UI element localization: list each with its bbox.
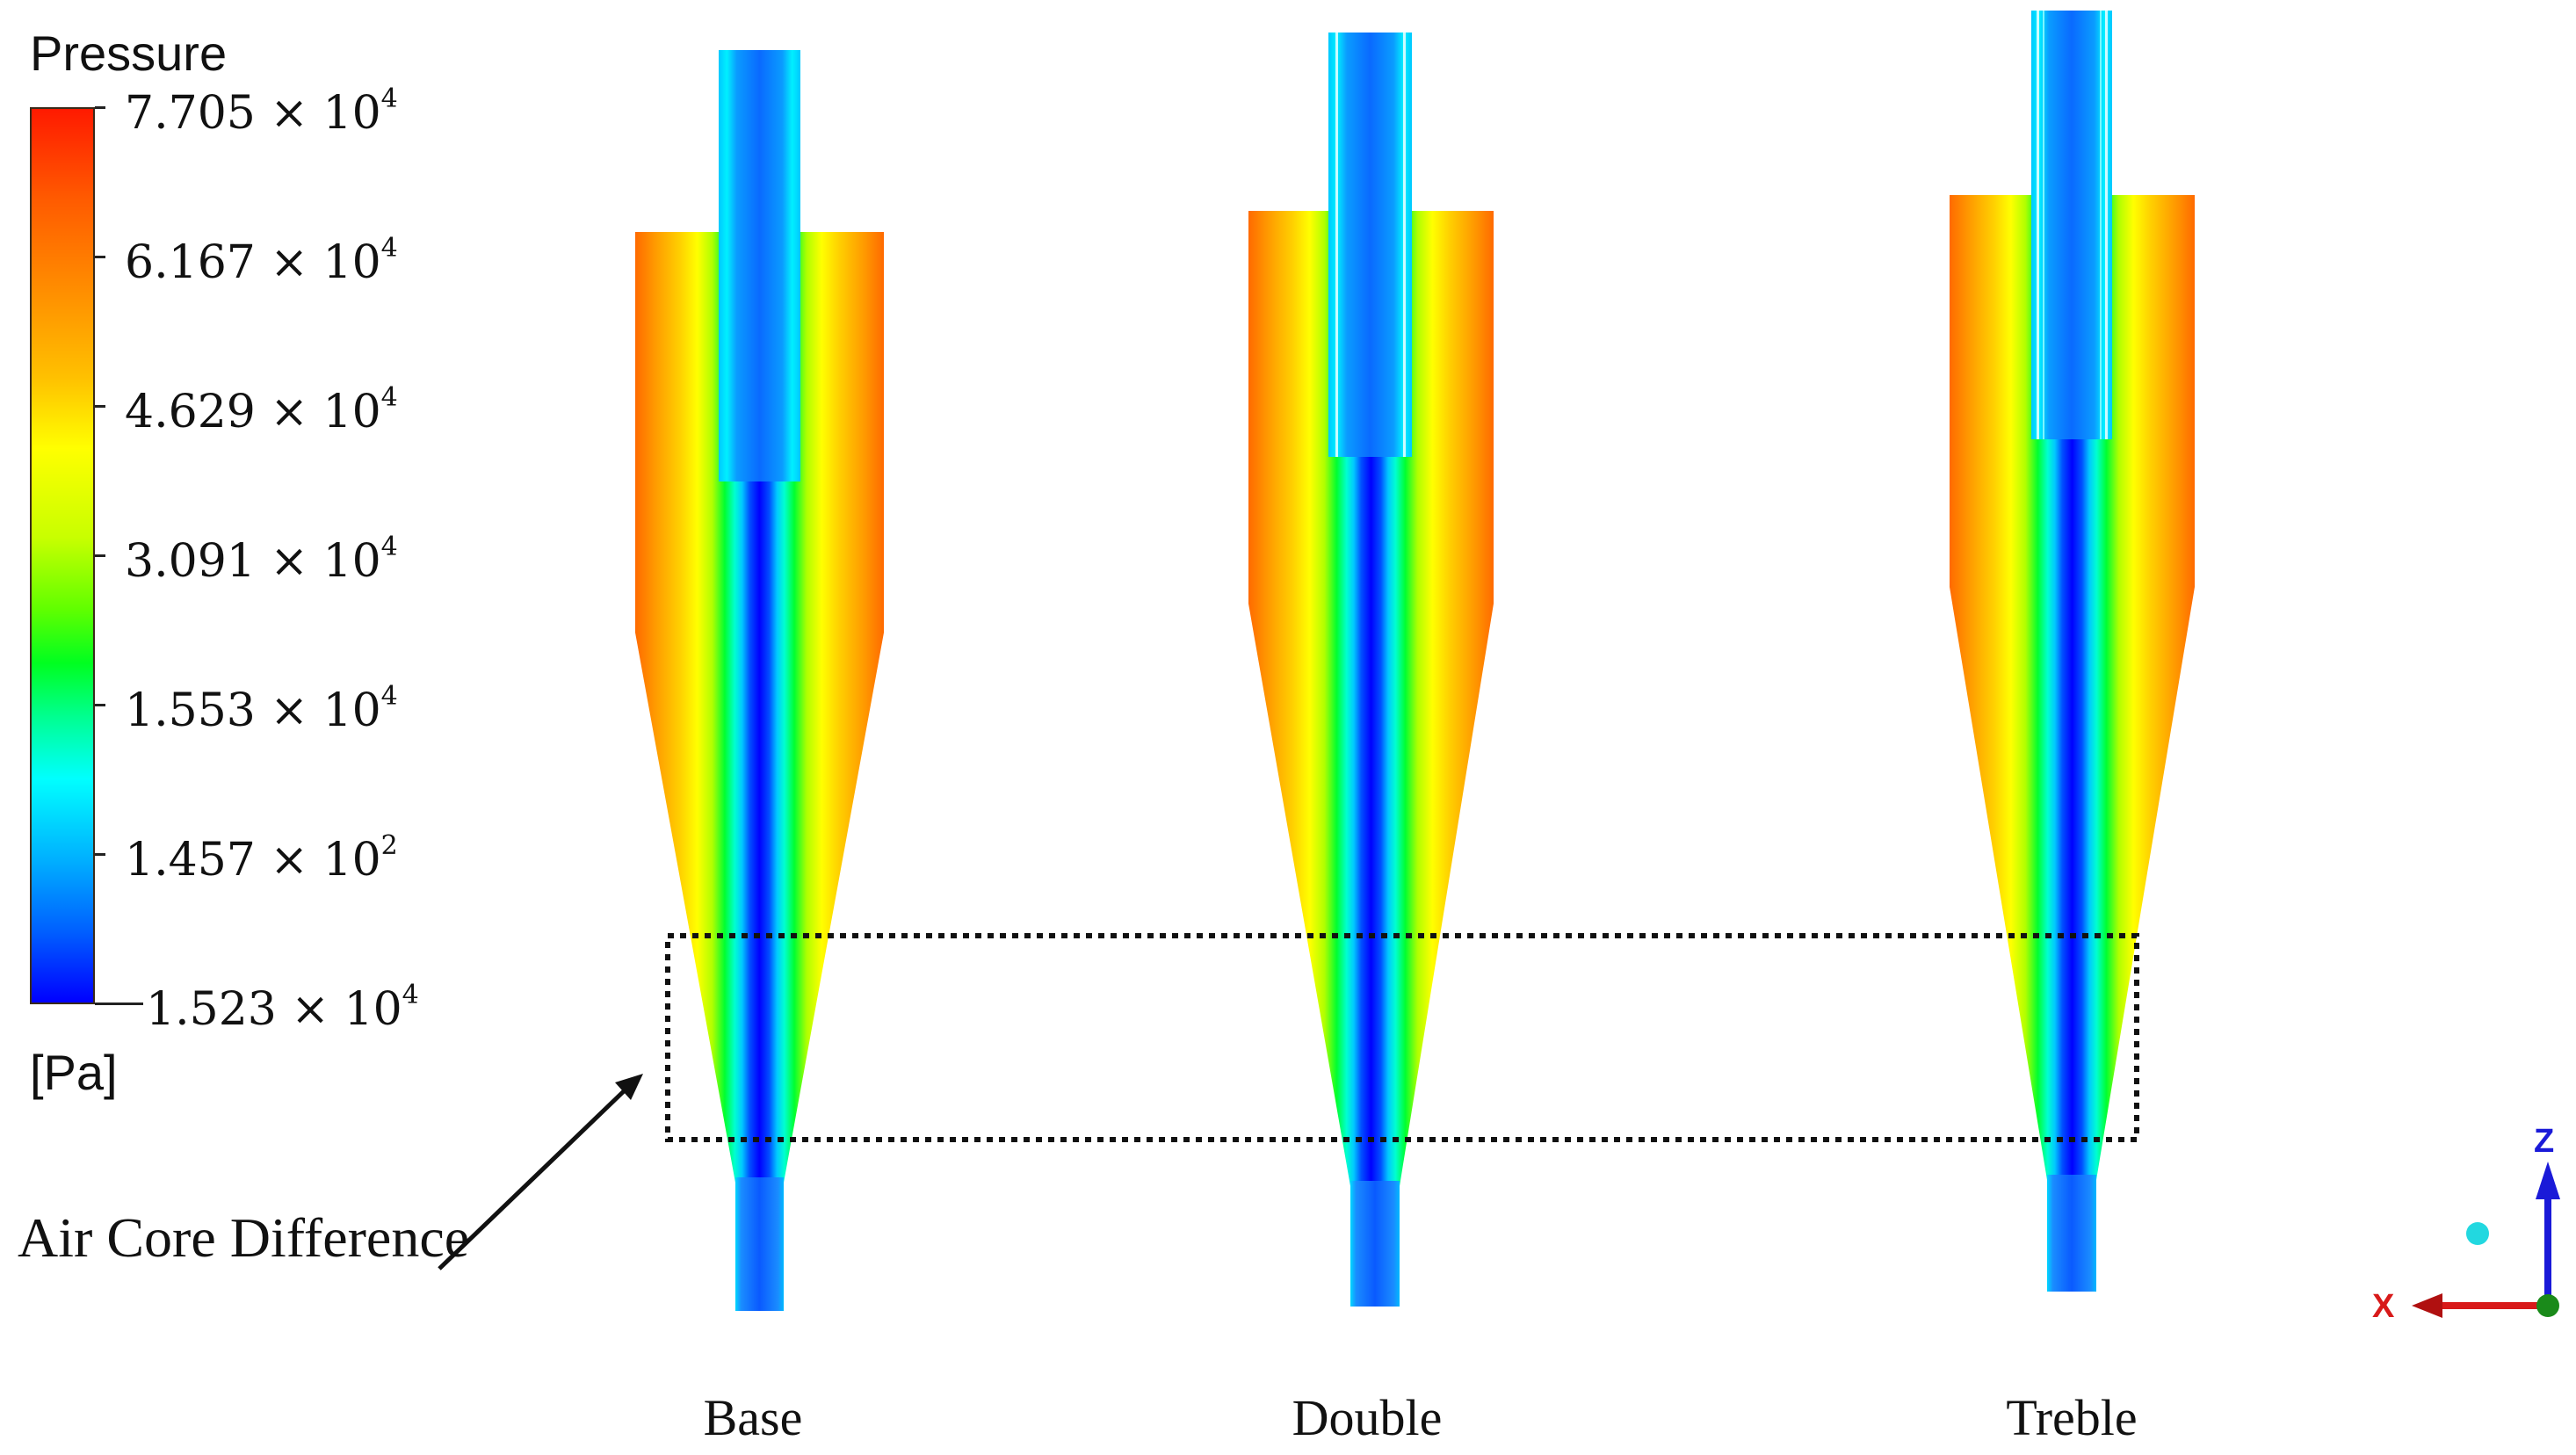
origin-icon: [2536, 1294, 2559, 1317]
colorbar-label: 3.091 × 104: [125, 532, 398, 588]
x-axis-label: X: [2372, 1288, 2395, 1325]
y-axis-point-icon: [2466, 1222, 2489, 1245]
colorbar-tick: [95, 106, 105, 109]
colorbar-tick: [95, 256, 105, 258]
colorbar-label: 4.629 × 104: [125, 382, 398, 438]
pressure-colorbar: [30, 107, 95, 1004]
case-label-double: Double: [1292, 1389, 1443, 1446]
cyclone-treble: [1950, 11, 2195, 1292]
case-label-treble: Treble: [2006, 1389, 2138, 1446]
legend-title: Pressure: [30, 25, 228, 81]
colorbar-tick: [95, 554, 105, 557]
colorbar-tick-min: [95, 1003, 143, 1005]
colorbar-label: 1.553 × 104: [125, 681, 398, 737]
colorbar-label: 1.457 × 102: [125, 830, 398, 887]
cyclone-double: [1248, 33, 1494, 1307]
colorbar-tick: [95, 853, 105, 856]
annotation-arrow: [438, 1074, 643, 1270]
legend-unit: [Pa]: [30, 1045, 118, 1100]
colorbar-label: 6.167 × 104: [125, 233, 398, 289]
axis-triad: [2412, 1162, 2560, 1318]
colorbar-tick: [95, 704, 105, 706]
annotation-label: Air Core Difference: [18, 1206, 470, 1269]
case-label-base: Base: [703, 1389, 803, 1446]
colorbar-label-max: 7.705 × 104: [125, 83, 398, 140]
cyclone-base: [635, 50, 884, 1311]
z-axis-label: Z: [2534, 1123, 2555, 1160]
colorbar-label-min: 1.523 × 104: [146, 980, 419, 1036]
colorbar-tick: [95, 405, 105, 408]
